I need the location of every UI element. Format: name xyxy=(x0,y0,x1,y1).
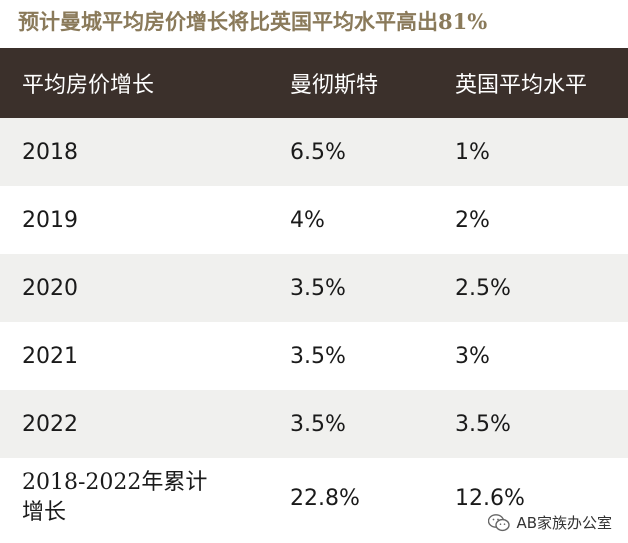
chart-title: 预计曼城平均房价增长将比英国平均水平高出81% xyxy=(18,9,488,34)
row-manchester-value: 6.5% xyxy=(290,139,346,165)
row-year: 2021 xyxy=(22,343,78,369)
row-uk-value: 2.5% xyxy=(455,275,511,301)
table-row: 2020 3.5% 2.5% xyxy=(0,254,628,322)
table-row: 2021 3.5% 3% xyxy=(0,322,628,390)
row-manchester-value: 4% xyxy=(290,207,325,233)
row-year: 2019 xyxy=(22,207,78,233)
row-year: 2020 xyxy=(22,275,78,301)
table-row: 2018 6.5% 1% xyxy=(0,118,628,186)
header-growth: 平均房价增长 xyxy=(22,73,155,98)
table-header-row: 平均房价增长 曼彻斯特 英国平均水平 xyxy=(0,48,628,118)
table-row-total: 2018-2022年累计增长 22.8% 12.6% xyxy=(0,458,628,538)
header-manchester: 曼彻斯特 xyxy=(290,73,379,98)
watermark: AB家族办公室 xyxy=(484,510,616,535)
row-manchester-value: 3.5% xyxy=(290,275,346,301)
row-uk-value: 12.6% xyxy=(455,485,525,511)
row-cumulative-label: 2018-2022年累计增长 xyxy=(22,470,208,525)
wechat-icon xyxy=(488,513,511,531)
row-manchester-value: 3.5% xyxy=(290,411,346,437)
table-row: 2019 4% 2% xyxy=(0,186,628,254)
row-uk-value: 1% xyxy=(455,139,490,165)
row-uk-value: 3% xyxy=(455,343,490,369)
row-year: 2022 xyxy=(22,411,78,437)
header-uk-average: 英国平均水平 xyxy=(455,73,588,98)
row-manchester-value: 3.5% xyxy=(290,343,346,369)
row-manchester-value: 22.8% xyxy=(290,485,360,511)
watermark-text: AB家族办公室 xyxy=(516,514,612,532)
table-row: 2022 3.5% 3.5% xyxy=(0,390,628,458)
row-year: 2018 xyxy=(22,139,78,165)
row-uk-value: 2% xyxy=(455,207,490,233)
price-growth-table: 平均房价增长 曼彻斯特 英国平均水平 2018 6.5% 1% 2019 4% … xyxy=(0,48,628,538)
row-uk-value: 3.5% xyxy=(455,411,511,437)
